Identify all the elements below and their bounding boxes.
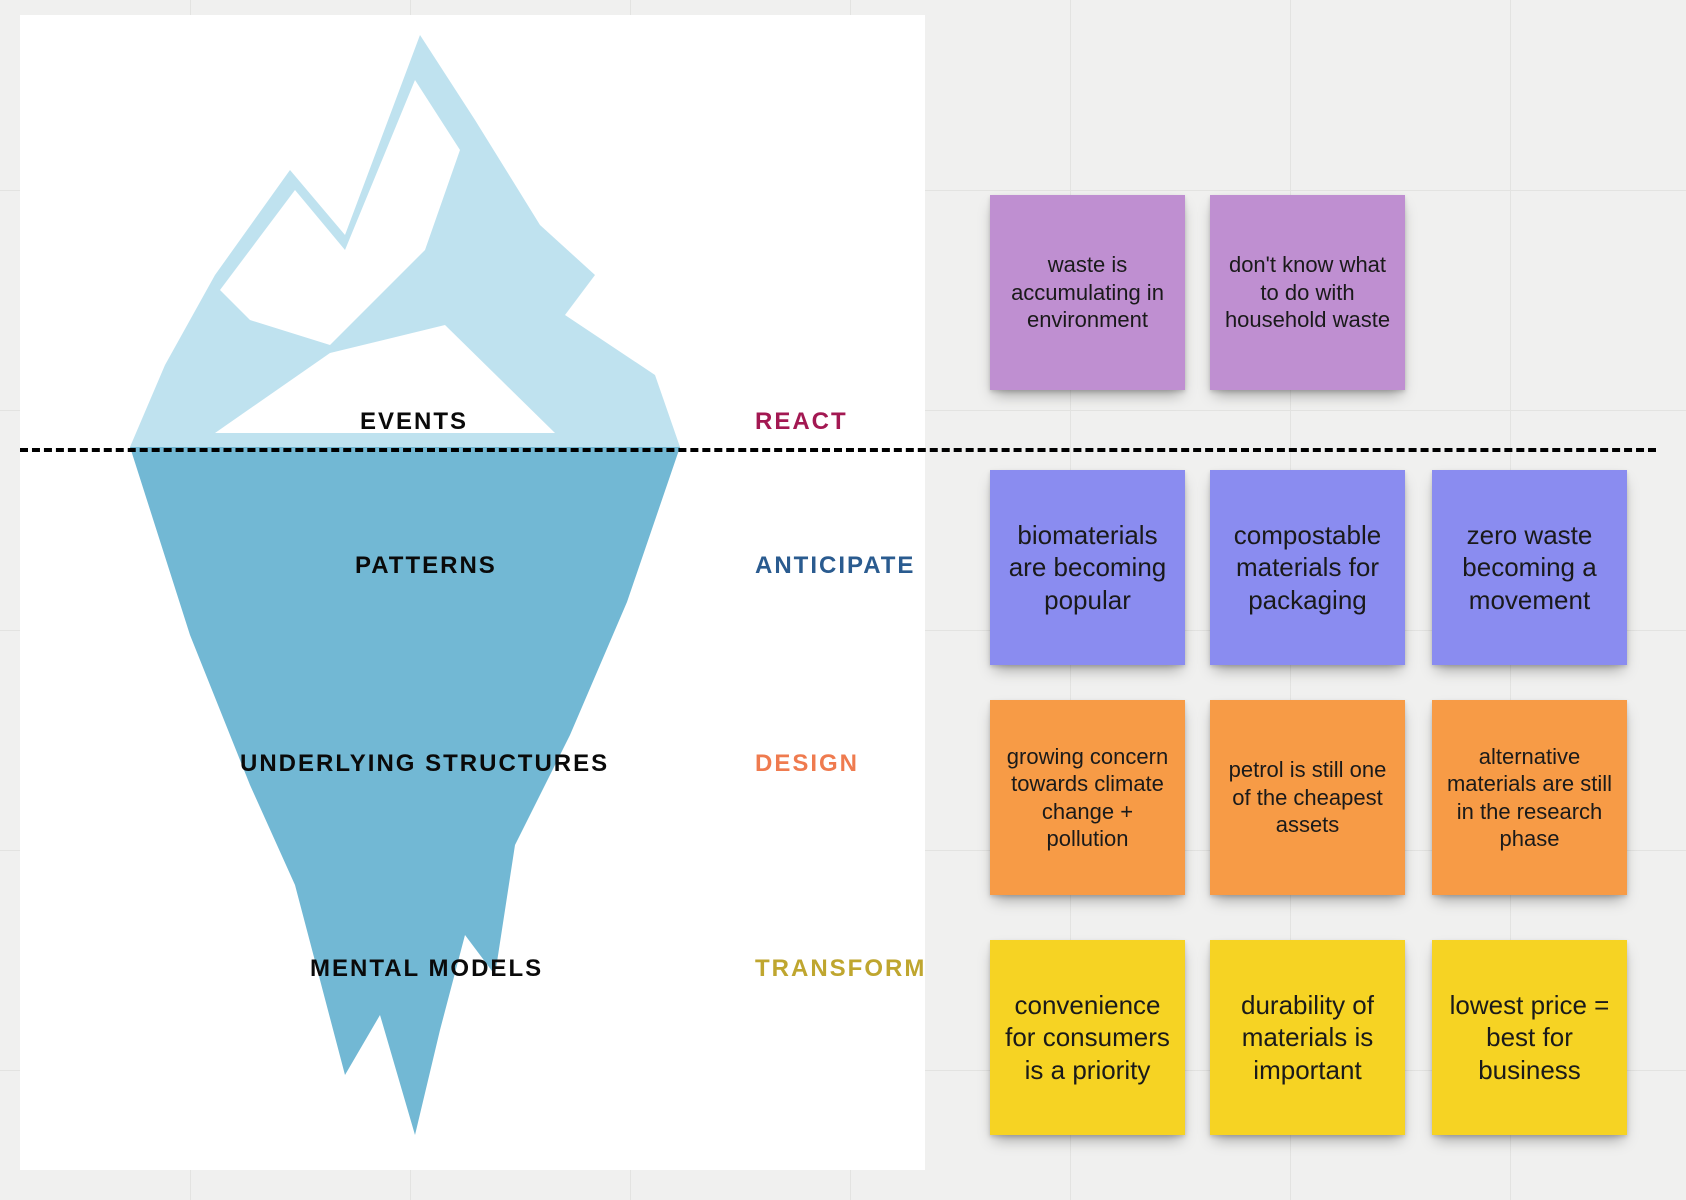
sticky-note-text: waste is accumulating in environment	[1004, 251, 1171, 334]
sticky-note-text: convenience for consumers is a priority	[1004, 989, 1171, 1087]
sticky-note-text: lowest price = best for business	[1446, 989, 1613, 1087]
action-label-transform: TRANSFORM	[755, 955, 926, 983]
sticky-note-text: zero waste becoming a movement	[1446, 519, 1613, 617]
layer-label-mental-models: MENTAL MODELS	[310, 955, 543, 983]
sticky-note[interactable]: biomaterials are becoming popular	[990, 470, 1185, 665]
sticky-note[interactable]: lowest price = best for business	[1432, 940, 1627, 1135]
sticky-note[interactable]: compostable materials for packaging	[1210, 470, 1405, 665]
sticky-note[interactable]: convenience for consumers is a priority	[990, 940, 1185, 1135]
action-label-anticipate: ANTICIPATE	[755, 552, 915, 580]
iceberg-illustration	[95, 15, 715, 1170]
sticky-note-text: petrol is still one of the cheapest asse…	[1224, 756, 1391, 839]
action-label-design: DESIGN	[755, 750, 859, 778]
sticky-note-text: alternative materials are still in the r…	[1446, 743, 1613, 853]
waterline	[20, 448, 1656, 452]
layer-label-structures: UNDERLYING STRUCTURES	[240, 750, 609, 778]
action-label-react: REACT	[755, 408, 848, 436]
sticky-note-text: growing concern towards climate change +…	[1004, 743, 1171, 853]
sticky-note[interactable]: zero waste becoming a movement	[1432, 470, 1627, 665]
sticky-note-text: biomaterials are becoming popular	[1004, 519, 1171, 617]
sticky-note[interactable]: growing concern towards climate change +…	[990, 700, 1185, 895]
sticky-note[interactable]: alternative materials are still in the r…	[1432, 700, 1627, 895]
iceberg-panel: EVENTS PATTERNS UNDERLYING STRUCTURES ME…	[20, 15, 925, 1170]
sticky-note[interactable]: don't know what to do with household was…	[1210, 195, 1405, 390]
sticky-note[interactable]: waste is accumulating in environment	[990, 195, 1185, 390]
layer-label-events: EVENTS	[360, 408, 468, 436]
layer-label-patterns: PATTERNS	[355, 552, 497, 580]
iceberg-body	[130, 447, 680, 1135]
sticky-note-text: compostable materials for packaging	[1224, 519, 1391, 617]
sticky-note-text: durability of materials is important	[1224, 989, 1391, 1087]
sticky-note[interactable]: durability of materials is important	[1210, 940, 1405, 1135]
sticky-note[interactable]: petrol is still one of the cheapest asse…	[1210, 700, 1405, 895]
sticky-note-text: don't know what to do with household was…	[1224, 251, 1391, 334]
